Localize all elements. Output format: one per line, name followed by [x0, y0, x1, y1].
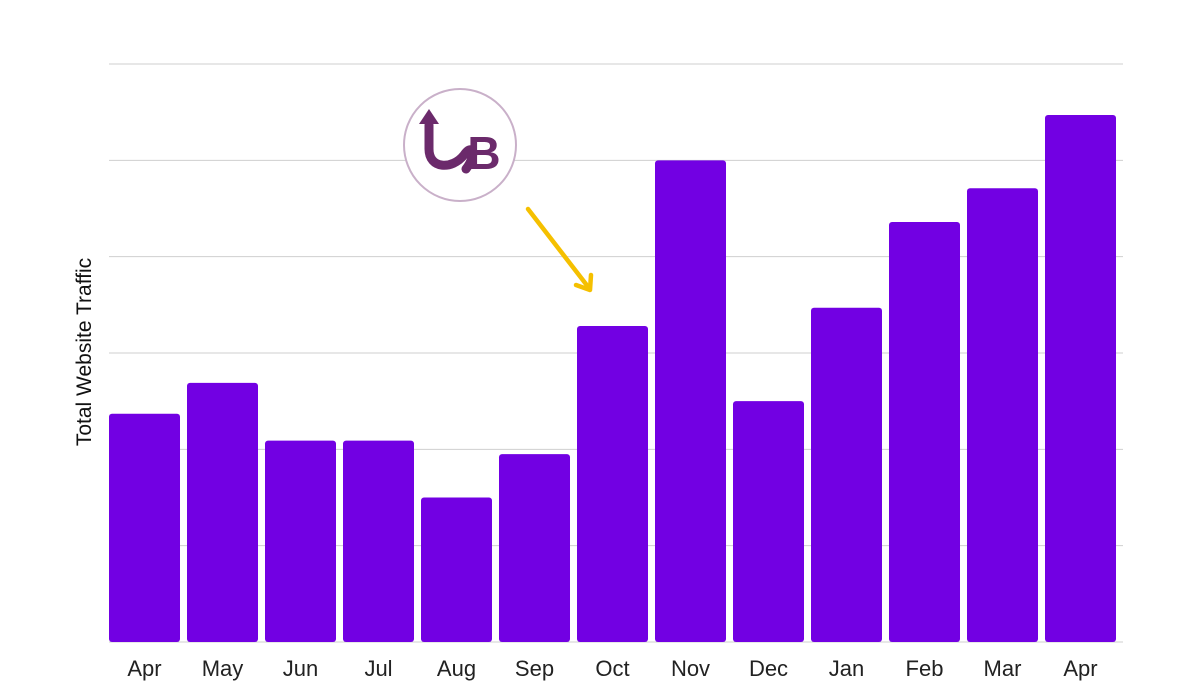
bar-may-1	[187, 382, 258, 642]
x-tick-label-7: Nov	[671, 656, 710, 681]
bar-dec-8	[733, 401, 804, 642]
svg-text:B: B	[467, 127, 500, 179]
bars	[109, 115, 1116, 643]
x-tick-label-9: Jan	[829, 656, 864, 681]
bar-apr-12	[1045, 115, 1116, 643]
bar-aug-4	[421, 497, 492, 642]
x-tick-label-10: Feb	[906, 656, 944, 681]
bar-nov-7	[655, 160, 726, 643]
x-tick-label-0: Apr	[127, 656, 161, 681]
x-tick-label-3: Jul	[364, 656, 392, 681]
x-tick-label-5: Sep	[515, 656, 554, 681]
y-axis-title: Total Website Traffic	[73, 258, 96, 446]
x-tick-label-4: Aug	[437, 656, 476, 681]
x-tick-label-12: Apr	[1063, 656, 1097, 681]
x-tick-label-8: Dec	[749, 656, 788, 681]
x-tick-label-1: May	[202, 656, 244, 681]
bar-apr-0	[109, 413, 180, 642]
bar-sep-5	[499, 454, 570, 642]
annotation-arrow	[525, 206, 594, 293]
bar-mar-11	[967, 188, 1038, 642]
bar-feb-10	[889, 221, 960, 642]
x-tick-label-6: Oct	[595, 656, 629, 681]
bar-oct-6	[577, 326, 648, 642]
bar-jul-3	[343, 440, 414, 642]
bar-jan-9	[811, 307, 882, 642]
x-tick-labels: Apr May Jun Jul Aug Sep Oct Nov Dec Jan Feb Mar Apr	[127, 656, 1097, 681]
ub-logo: B	[403, 88, 517, 202]
x-tick-label-2: Jun	[283, 656, 318, 681]
bar-jun-2	[265, 440, 336, 642]
x-tick-label-11: Mar	[984, 656, 1022, 681]
